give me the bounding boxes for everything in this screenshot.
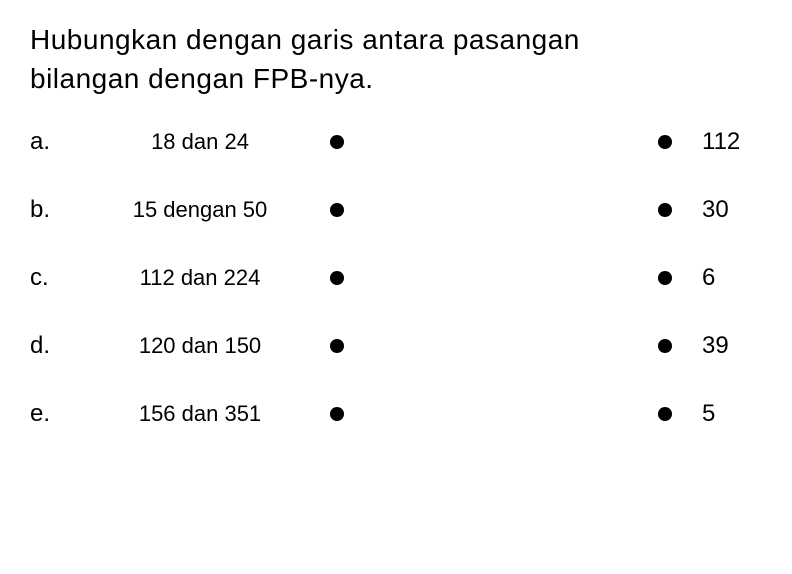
dot-icon — [330, 271, 344, 285]
instruction-line1: Hubungkan dengan garis antara pasangan — [30, 20, 762, 59]
row-letter: a. — [30, 128, 90, 156]
dot-icon — [658, 339, 672, 353]
dot-icon — [330, 339, 344, 353]
number-pair: 112 dan 224 — [90, 265, 310, 291]
matching-row: b. 15 dengan 50 30 — [30, 196, 762, 224]
row-letter: c. — [30, 264, 90, 292]
dot-icon — [658, 407, 672, 421]
number-pair: 15 dengan 50 — [90, 197, 310, 223]
number-pair: 18 dan 24 — [90, 129, 310, 155]
number-pair: 120 dan 150 — [90, 333, 310, 359]
dot-icon — [330, 407, 344, 421]
dot-icon — [658, 271, 672, 285]
answer-value: 6 — [702, 264, 762, 292]
dot-icon — [658, 135, 672, 149]
number-pair: 156 dan 351 — [90, 401, 310, 427]
matching-rows: a. 18 dan 24 112 b. 15 dengan 50 30 c. 1… — [30, 128, 762, 428]
matching-row: a. 18 dan 24 112 — [30, 128, 762, 156]
row-letter: b. — [30, 196, 90, 224]
dot-icon — [658, 203, 672, 217]
answer-value: 112 — [702, 128, 762, 156]
matching-row: c. 112 dan 224 6 — [30, 264, 762, 292]
instruction-text: Hubungkan dengan garis antara pasangan b… — [30, 20, 762, 98]
row-letter: d. — [30, 332, 90, 360]
answer-value: 30 — [702, 196, 762, 224]
answer-value: 5 — [702, 400, 762, 428]
instruction-line2: bilangan dengan FPB-nya. — [30, 59, 762, 98]
dot-icon — [330, 203, 344, 217]
matching-row: e. 156 dan 351 5 — [30, 400, 762, 428]
row-letter: e. — [30, 400, 90, 428]
answer-value: 39 — [702, 332, 762, 360]
matching-row: d. 120 dan 150 39 — [30, 332, 762, 360]
dot-icon — [330, 135, 344, 149]
